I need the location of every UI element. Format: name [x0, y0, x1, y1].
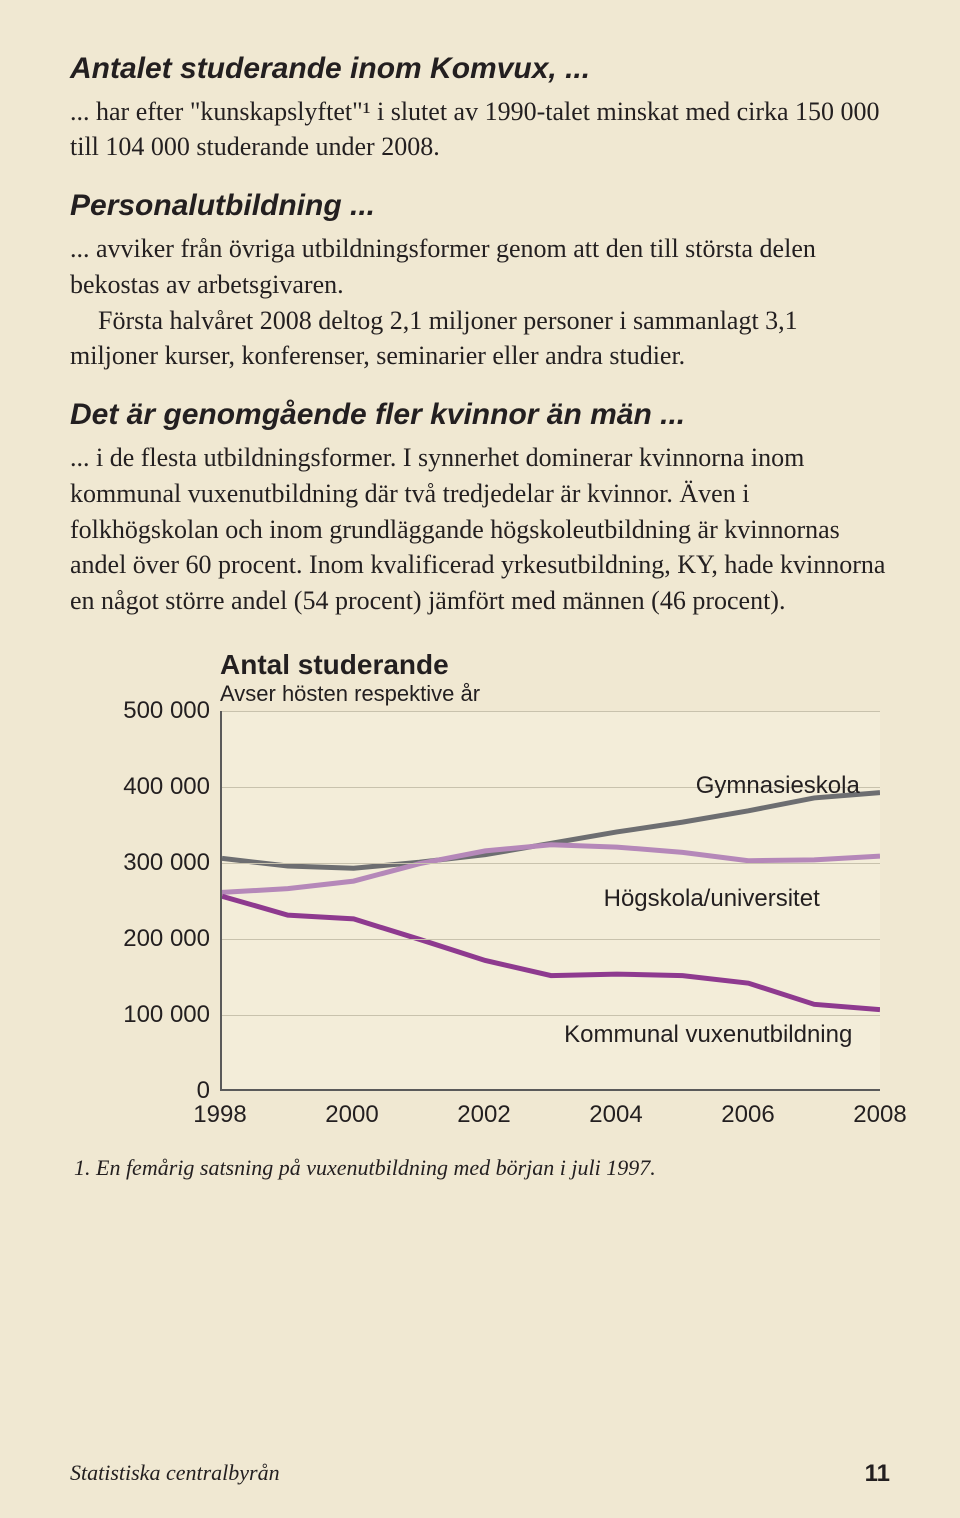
plot-area: Gymnasieskola Högskola/universitet Kommuna… [220, 711, 880, 1091]
chart-area: 0100 000200 000300 000400 000500 000 Gym… [70, 711, 890, 1131]
heading-komvux: Antalet studerande inom Komvux, ... [70, 50, 890, 88]
gridline [222, 863, 880, 864]
gridline [222, 711, 880, 712]
series-label-kommunal-vuxenutbildning: Kommunal vuxenutbildning [564, 1021, 852, 1049]
x-axis: 199820002002200420062008 [220, 1095, 880, 1131]
para-personal-1: ... avviker från övriga utbildningsforme… [70, 231, 890, 303]
series-line-kommunal-vuxenutbildning [222, 896, 880, 1009]
gridline [222, 939, 880, 940]
y-tick-label: 200 000 [70, 925, 210, 953]
footnote: 1. En femårig satsning på vuxenutbildnin… [74, 1155, 890, 1181]
y-tick-label: 0 [70, 1077, 210, 1105]
footer-source: Statistiska centralbyrån [70, 1460, 280, 1488]
chart: Antal studerande Avser hösten respektive… [70, 649, 890, 1131]
y-tick-label: 300 000 [70, 849, 210, 877]
series-line-gymnasieskola [222, 793, 880, 869]
page-number: 11 [865, 1460, 890, 1488]
x-tick-label: 2004 [589, 1101, 642, 1129]
y-tick-label: 400 000 [70, 773, 210, 801]
x-tick-label: 1998 [193, 1101, 246, 1129]
x-tick-label: 2002 [457, 1101, 510, 1129]
y-axis: 0100 000200 000300 000400 000500 000 [70, 711, 210, 1131]
chart-subtitle: Avser hösten respektive år [220, 681, 890, 707]
series-label-gymnasieskola: Gymnasieskola [696, 772, 860, 800]
y-tick-label: 500 000 [70, 697, 210, 725]
footer: Statistiska centralbyrån 11 [70, 1460, 890, 1488]
chart-title: Antal studerande [220, 649, 890, 681]
heading-personalutbildning: Personalutbildning ... [70, 187, 890, 225]
page: Antalet studerande inom Komvux, ... ... … [0, 0, 960, 1518]
y-tick-label: 100 000 [70, 1001, 210, 1029]
series-label-h-gskola-universitet: Högskola/universitet [604, 885, 820, 913]
heading-kvinnor-man: Det är genomgående fler kvinnor än män .… [70, 396, 890, 434]
para-kvinnor-1: ... i de flesta utbildningsformer. I syn… [70, 440, 890, 619]
para-personal-2: Första halvåret 2008 deltog 2,1 miljoner… [70, 303, 890, 375]
gridline [222, 1015, 880, 1016]
x-tick-label: 2000 [325, 1101, 378, 1129]
x-tick-label: 2006 [721, 1101, 774, 1129]
x-tick-label: 2008 [853, 1101, 906, 1129]
para-komvux-1: ... har efter "kunskapslyftet"¹ i slutet… [70, 94, 890, 166]
